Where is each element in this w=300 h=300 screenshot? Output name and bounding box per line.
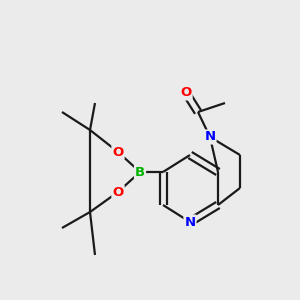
Text: B: B: [135, 166, 145, 178]
Text: O: O: [112, 146, 124, 158]
Text: N: N: [184, 215, 196, 229]
Text: N: N: [204, 130, 216, 143]
Text: O: O: [180, 86, 192, 100]
Text: O: O: [112, 185, 124, 199]
